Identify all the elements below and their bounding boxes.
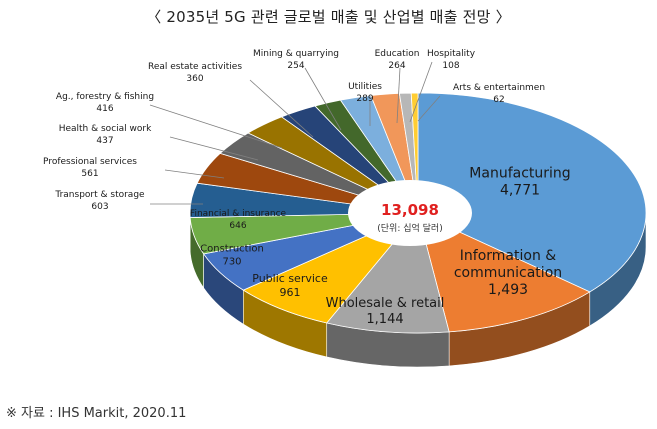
- center-total-unit: (단위: 십억 달러): [377, 222, 442, 234]
- slice-label-health-social-work-name: Health & social work: [59, 124, 152, 134]
- slice-label-hospitality-name: Hospitality: [427, 49, 476, 59]
- slice-label-arts-entertainmen-name: Arts & entertainmen: [453, 83, 545, 93]
- slice-label-hospitality-value: 108: [442, 61, 459, 71]
- slice-label-real-estate-activities-value: 360: [186, 74, 203, 84]
- pie-slice-public-service: [242, 212, 419, 324]
- center-total-ellipse: [348, 180, 472, 246]
- center-total-value: 13,098: [381, 201, 439, 219]
- pie-slice-manufacturing: [417, 92, 647, 293]
- leader-line-health-social-work: [169, 136, 259, 161]
- slice-label-construction-name: Construction: [200, 244, 264, 255]
- slice-label-information-communication-name: Information &: [460, 248, 556, 264]
- slice-label-health-social-work-value: 437: [96, 136, 113, 146]
- leader-line-hospitality: [409, 61, 433, 123]
- slice-label-education-value: 264: [388, 61, 405, 71]
- slice-label-financial-insurance-name: Financial & insurance: [190, 209, 287, 219]
- chart-title: 〈 2035년 5G 관련 글로벌 매출 및 산업별 매출 전망 〉: [146, 8, 511, 26]
- slice-label-construction-value: 730: [222, 257, 241, 268]
- slice-label-real-estate-activities-name: Real estate activities: [148, 62, 242, 72]
- slice-label-utilities-name: Utilities: [348, 82, 382, 92]
- slice-label-financial-insurance-value: 646: [229, 221, 246, 231]
- slice-label-public-service-name: Public service: [252, 272, 328, 285]
- leader-line-mining-quarrying: [304, 67, 342, 131]
- leader-line-ag-forestry-fishing: [149, 104, 283, 149]
- leader-line-education: [396, 67, 401, 124]
- pie-side-layer: [189, 212, 647, 368]
- slice-label-arts-entertainmen-value: 62: [493, 95, 504, 105]
- slice-label-wholesale-retail-name: Wholesale & retail: [326, 296, 445, 311]
- slice-label-transport-storage-value: 603: [91, 202, 108, 212]
- leader-line-real-estate-activities: [249, 79, 314, 138]
- slice-label-wholesale-retail-value: 1,144: [366, 312, 403, 327]
- pie-top-layer: [189, 92, 647, 334]
- slice-label-ag-forestry-fishing-value: 416: [96, 104, 113, 114]
- slice-label-information-communication-name: communication: [454, 265, 562, 281]
- pie-slice-information-communication: [417, 212, 591, 333]
- slice-label-education-name: Education: [375, 49, 420, 59]
- slice-label-transport-storage-name: Transport & storage: [54, 190, 145, 200]
- slice-label-information-communication-value: 1,493: [488, 282, 528, 298]
- slice-label-professional-services-value: 561: [81, 169, 98, 179]
- slice-label-mining-quarrying-name: Mining & quarrying: [253, 49, 339, 59]
- slice-label-manufacturing-name: Manufacturing: [469, 166, 570, 182]
- source-note: ※ 자료 : IHS Markit, 2020.11: [6, 406, 187, 421]
- slice-label-utilities-value: 289: [356, 94, 373, 104]
- leader-line-professional-services: [164, 169, 225, 179]
- slice-label-mining-quarrying-value: 254: [287, 61, 304, 71]
- slice-label-manufacturing-value: 4,771: [500, 183, 540, 199]
- leader-line-arts-entertainmen: [417, 95, 441, 122]
- slice-label-ag-forestry-fishing-name: Ag., forestry & fishing: [56, 92, 154, 102]
- slice-label-public-service-value: 961: [280, 286, 301, 299]
- slice-label-professional-services-name: Professional services: [43, 157, 137, 167]
